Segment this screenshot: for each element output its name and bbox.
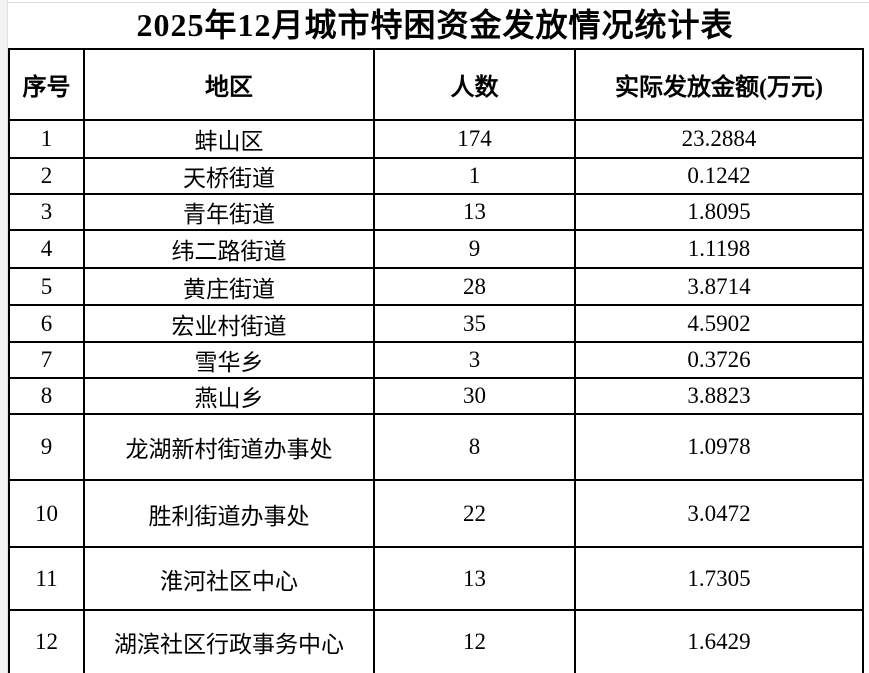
cell-region: 雪华乡 [83, 341, 375, 379]
cell-serial: 1 [8, 119, 85, 159]
cell-amount: 3.0472 [574, 479, 864, 548]
table-row: 4 纬二路街道 9 1.1198 [8, 229, 864, 269]
cell-serial: 3 [8, 193, 85, 231]
cell-region: 蚌山区 [83, 119, 375, 159]
table-row: 8 燕山乡 30 3.8823 [8, 377, 864, 415]
left-margin-strip [0, 0, 8, 673]
cell-serial: 12 [8, 609, 85, 673]
top-gridline [0, 2, 869, 3]
header-cell-count: 人数 [373, 48, 576, 121]
cell-serial: 8 [8, 377, 85, 415]
cell-region: 龙湖新村街道办事处 [83, 413, 375, 481]
table-row: 3 青年街道 13 1.8095 [8, 193, 864, 231]
cell-amount: 1.8095 [574, 193, 864, 231]
table-row: 11 淮河社区中心 13 1.7305 [8, 546, 864, 611]
cell-region: 纬二路街道 [83, 229, 375, 269]
cell-serial: 6 [8, 304, 85, 343]
cell-count: 28 [373, 267, 576, 306]
cell-region: 青年街道 [83, 193, 375, 231]
cell-region: 天桥街道 [83, 157, 375, 195]
cell-amount: 3.8823 [574, 377, 864, 415]
cell-amount: 1.6429 [574, 609, 864, 673]
cell-amount: 1.7305 [574, 546, 864, 611]
cell-serial: 11 [8, 546, 85, 611]
cell-amount: 4.5902 [574, 304, 864, 343]
table-row: 1 蚌山区 174 23.2884 [8, 119, 864, 159]
cell-count: 35 [373, 304, 576, 343]
cell-serial: 10 [8, 479, 85, 548]
cell-amount: 1.0978 [574, 413, 864, 481]
cell-serial: 2 [8, 157, 85, 195]
cell-count: 12 [373, 609, 576, 673]
cell-amount: 3.8714 [574, 267, 864, 306]
cell-serial: 7 [8, 341, 85, 379]
cell-region: 淮河社区中心 [83, 546, 375, 611]
cell-count: 13 [373, 193, 576, 231]
cell-serial: 4 [8, 229, 85, 269]
cell-count: 3 [373, 341, 576, 379]
cell-count: 22 [373, 479, 576, 548]
header-cell-serial: 序号 [8, 48, 85, 121]
table-row: 12 湖滨社区行政事务中心 12 1.6429 [8, 609, 864, 673]
cell-count: 174 [373, 119, 576, 159]
header-cell-region: 地区 [83, 48, 375, 121]
table-row: 5 黄庄街道 28 3.8714 [8, 267, 864, 306]
cell-region: 黄庄街道 [83, 267, 375, 306]
cell-serial: 9 [8, 413, 85, 481]
cell-count: 9 [373, 229, 576, 269]
cell-amount: 0.1242 [574, 157, 864, 195]
table-row: 7 雪华乡 3 0.3726 [8, 341, 864, 379]
header-row: 序号 地区 人数 实际发放金额(万元) [8, 48, 864, 121]
cell-amount: 0.3726 [574, 341, 864, 379]
table-row: 6 宏业村街道 35 4.5902 [8, 304, 864, 343]
cell-count: 1 [373, 157, 576, 195]
cell-count: 30 [373, 377, 576, 415]
cell-region: 湖滨社区行政事务中心 [83, 609, 375, 673]
cell-count: 13 [373, 546, 576, 611]
cell-region: 宏业村街道 [83, 304, 375, 343]
statistics-table: 序号 地区 人数 实际发放金额(万元) 1 蚌山区 174 23.2884 2 … [8, 48, 864, 673]
document-content: 2025年12月城市特困资金发放情况统计表 序号 地区 人数 实际发放金额(万元… [8, 0, 864, 673]
cell-amount: 23.2884 [574, 119, 864, 159]
cell-serial: 5 [8, 267, 85, 306]
cell-count: 8 [373, 413, 576, 481]
table-row: 10 胜利街道办事处 22 3.0472 [8, 479, 864, 548]
page-title: 2025年12月城市特困资金发放情况统计表 [136, 7, 734, 43]
cell-region: 燕山乡 [83, 377, 375, 415]
header-cell-amount: 实际发放金额(万元) [574, 48, 864, 121]
cell-region: 胜利街道办事处 [83, 479, 375, 548]
table-row: 9 龙湖新村街道办事处 8 1.0978 [8, 413, 864, 481]
cell-amount: 1.1198 [574, 229, 864, 269]
table-row: 2 天桥街道 1 0.1242 [8, 157, 864, 195]
